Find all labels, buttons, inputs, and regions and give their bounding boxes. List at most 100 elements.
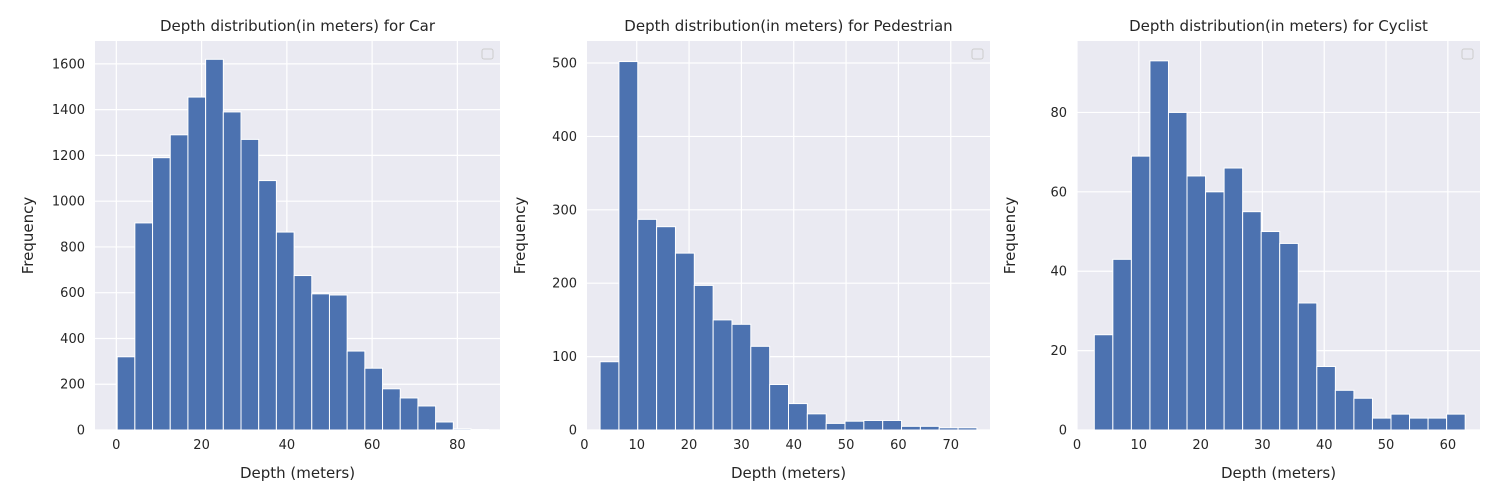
bar <box>750 345 771 431</box>
y-tick-label: 0 <box>1059 424 1067 439</box>
bar <box>1446 413 1466 431</box>
bar <box>116 356 136 431</box>
bar <box>275 231 295 431</box>
bar <box>674 252 695 431</box>
y-tick-label: 200 <box>60 378 85 393</box>
bar <box>222 111 242 431</box>
y-tick-label: 60 <box>1050 185 1067 200</box>
x-tick-label: 40 <box>785 438 802 453</box>
bar <box>328 294 348 431</box>
x-tick-label: 10 <box>1131 438 1148 453</box>
bar <box>1427 417 1448 431</box>
y-tick-label: 200 <box>552 277 577 292</box>
bar <box>258 180 277 431</box>
x-axis-label: Depth (meters) <box>240 464 355 482</box>
legend-box <box>971 48 984 60</box>
bar <box>1353 397 1373 431</box>
x-tick-label: 40 <box>1316 438 1333 453</box>
bar <box>599 361 620 431</box>
x-tick-label: 20 <box>1192 438 1209 453</box>
bar <box>1223 167 1244 431</box>
y-tick-label: 600 <box>60 286 85 301</box>
x-axis-label: Depth (meters) <box>731 464 846 482</box>
x-tick-label: 50 <box>838 438 855 453</box>
x-tick-label: 0 <box>1073 438 1081 453</box>
y-tick-label: 800 <box>60 240 85 255</box>
bar <box>1334 389 1355 431</box>
x-tick-label: 0 <box>580 438 588 453</box>
bar <box>1093 334 1114 431</box>
x-tick-label: 60 <box>364 438 381 453</box>
bar <box>1316 365 1336 431</box>
bar <box>364 367 384 431</box>
bar <box>618 61 639 431</box>
bar <box>1205 191 1225 431</box>
bar <box>1409 417 1429 431</box>
bar <box>637 218 658 431</box>
bar <box>311 293 330 431</box>
bar <box>957 427 978 431</box>
bar <box>1260 231 1281 431</box>
y-tick-label: 300 <box>552 203 577 218</box>
bar <box>863 419 884 431</box>
bar <box>938 427 959 431</box>
bar <box>1279 242 1299 431</box>
bar <box>806 413 827 431</box>
y-tick-label: 500 <box>552 57 577 72</box>
chart-car: 0 20 40 60 8002004006008001000120014001600De… <box>19 17 500 482</box>
bar <box>399 397 419 431</box>
bar <box>169 134 189 431</box>
y-axis-label: Frequency <box>19 197 37 275</box>
chart-cyclist: 0 10 20 30 40 50 60 0 20 40 60 80 Depth distribution… <box>1001 17 1480 482</box>
x-tick-label: 80 <box>449 438 466 453</box>
y-tick-label: 0 <box>569 424 577 439</box>
x-tick-label: 10 <box>628 438 645 453</box>
y-tick-label: 1600 <box>52 57 85 72</box>
bar <box>240 138 260 431</box>
y-tick-label: 400 <box>552 130 577 145</box>
bar <box>844 420 865 431</box>
bar <box>435 421 454 431</box>
bar <box>382 388 401 431</box>
bar <box>769 383 790 431</box>
x-axis-label: Depth (meters) <box>1221 464 1336 482</box>
x-tick-label: 60 <box>890 438 907 453</box>
legend-box <box>1461 48 1474 60</box>
bar <box>901 425 921 431</box>
chart-pedestrian: 0 10 20 30 40 50 60 70 0 100 200 300 400 500 Depth dis… <box>511 17 990 482</box>
bar <box>1186 175 1207 431</box>
bar <box>919 425 940 431</box>
y-tick-label: 400 <box>60 332 85 347</box>
bar <box>1390 413 1411 431</box>
x-tick-label: 20 <box>681 438 698 453</box>
y-tick-label: 1400 <box>52 103 85 118</box>
y-tick-label: 1000 <box>52 195 85 210</box>
x-tick-label: 0 <box>112 438 120 453</box>
bar <box>825 422 846 431</box>
y-axis-label: Frequency <box>1001 197 1019 275</box>
x-tick-label: 20 <box>193 438 210 453</box>
bar <box>731 323 752 431</box>
bar <box>1371 417 1392 431</box>
legend-box <box>481 48 494 60</box>
bars-car <box>116 58 490 431</box>
y-tick-label: 100 <box>552 350 577 365</box>
bar <box>152 157 171 431</box>
chart-title: Depth distribution(in meters) for Cyclis… <box>1129 17 1428 35</box>
y-tick-label: 40 <box>1050 265 1067 280</box>
bar <box>346 350 366 431</box>
chart-title: Depth distribution(in meters) for Pedest… <box>624 17 952 35</box>
y-tick-label: 1200 <box>52 149 85 164</box>
y-tick-label: 80 <box>1050 106 1067 121</box>
x-tick-label: 70 <box>942 438 959 453</box>
bar <box>656 226 676 431</box>
bar <box>693 284 714 431</box>
bar <box>205 58 224 431</box>
y-tick-label: 20 <box>1050 344 1067 359</box>
bar <box>417 405 437 431</box>
x-tick-label: 30 <box>1254 438 1271 453</box>
bar <box>1242 211 1262 431</box>
bar <box>712 319 733 431</box>
bar <box>788 403 808 431</box>
